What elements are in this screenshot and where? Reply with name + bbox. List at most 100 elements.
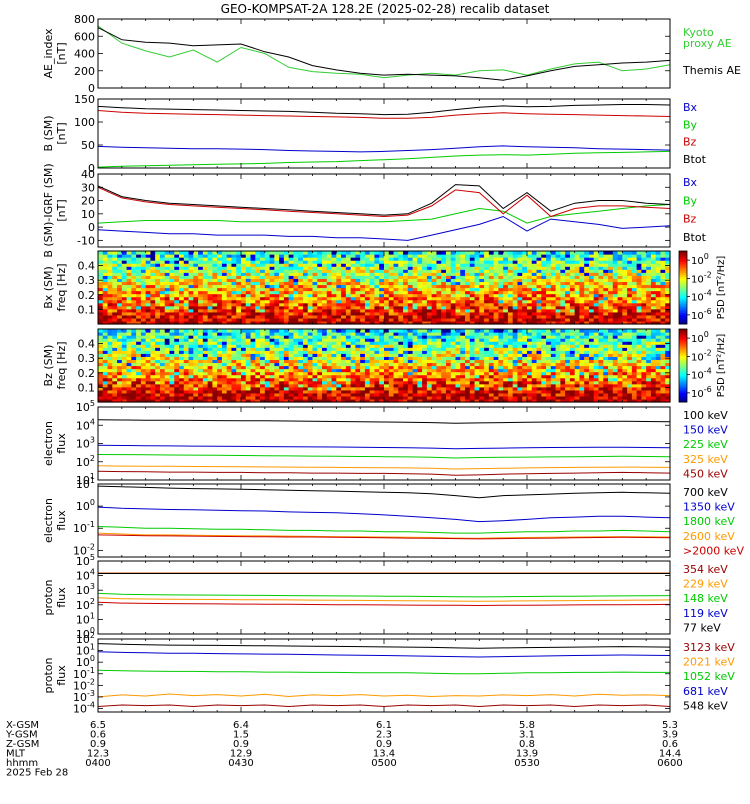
y-tick-label: 100 bbox=[74, 116, 95, 129]
spectrogram-cell bbox=[394, 251, 399, 255]
y-tick-label: 20 bbox=[81, 195, 95, 208]
y-axis-label: Bx (SM) bbox=[42, 266, 55, 309]
spectrogram-cell bbox=[108, 251, 113, 255]
spectrogram-cell bbox=[208, 251, 213, 255]
spectrogram-cell bbox=[227, 251, 232, 255]
spectrogram-cell bbox=[208, 329, 213, 333]
spectrogram-cell bbox=[656, 251, 661, 255]
spectrogram-cell bbox=[313, 251, 318, 255]
spectrogram-cell bbox=[136, 329, 141, 333]
spectrogram-cell bbox=[346, 251, 351, 255]
y-tick-label: 0.4 bbox=[78, 260, 96, 273]
y-axis-label: [nT] bbox=[55, 122, 68, 144]
spectrogram-cell bbox=[265, 251, 270, 255]
legend-label: Btot bbox=[683, 231, 707, 244]
spectrogram-cell bbox=[613, 251, 618, 255]
spectrogram-cell bbox=[579, 251, 584, 255]
spectrogram-cell bbox=[122, 329, 127, 333]
spectrogram-cell bbox=[575, 251, 580, 255]
spectrogram-cell bbox=[289, 329, 294, 333]
spectrogram-cell bbox=[556, 251, 561, 255]
spectrogram-cell bbox=[541, 251, 546, 255]
spectrogram-cell bbox=[446, 251, 451, 255]
spectrogram-cell bbox=[336, 251, 341, 255]
y-tick-label: 400 bbox=[74, 48, 95, 61]
spectrogram-cell bbox=[408, 329, 413, 333]
y-tick-label: 0.2 bbox=[78, 289, 96, 302]
spectrogram-cell bbox=[241, 329, 246, 333]
spectrogram-cell bbox=[155, 329, 160, 333]
colorbar-tick-label: 10-2 bbox=[691, 270, 712, 285]
series-line bbox=[98, 146, 670, 152]
y-tick-label: 600 bbox=[74, 30, 95, 43]
spectrogram-cell bbox=[170, 329, 175, 333]
spectrogram-cell bbox=[389, 329, 394, 333]
spectrogram-cell bbox=[98, 251, 103, 255]
spectrogram-cell bbox=[127, 329, 132, 333]
y-axis-label: freq [Hz] bbox=[55, 263, 68, 311]
spectrogram-cell bbox=[470, 251, 475, 255]
spectrogram-cell bbox=[370, 251, 375, 255]
spectrogram-cell bbox=[374, 329, 379, 333]
spectrogram-cell bbox=[560, 251, 565, 255]
spectrogram-cell bbox=[441, 251, 446, 255]
y-tick-label: 200 bbox=[74, 65, 95, 78]
spectrogram-cell bbox=[651, 251, 656, 255]
spectrogram-cell bbox=[489, 251, 494, 255]
y-tick-label: 0.3 bbox=[78, 274, 96, 287]
spectrogram-cell bbox=[255, 251, 260, 255]
spectrogram-cell bbox=[646, 251, 651, 255]
spectrogram-cell bbox=[298, 251, 303, 255]
series-line bbox=[98, 105, 670, 115]
spectrogram-cell bbox=[274, 329, 279, 333]
panel-frame bbox=[98, 174, 670, 247]
spectrogram-cell bbox=[327, 251, 332, 255]
spectrogram-cell bbox=[265, 329, 270, 333]
spectrogram-cell bbox=[231, 251, 236, 255]
spectrogram-cell bbox=[460, 251, 465, 255]
spectrogram-cell bbox=[494, 251, 499, 255]
spectrogram-cell bbox=[279, 251, 284, 255]
spectrogram-cell bbox=[303, 251, 308, 255]
y-tick-label: 800 bbox=[74, 13, 95, 26]
spectrogram-cell bbox=[632, 251, 637, 255]
y-axis-label: AE_index bbox=[42, 28, 55, 79]
colorbar-tick-label: 10-4 bbox=[691, 289, 712, 304]
spectrogram-cell bbox=[456, 251, 461, 255]
spectrogram-cell bbox=[198, 329, 203, 333]
spectrogram-cell bbox=[289, 251, 294, 255]
spectrogram-cell bbox=[146, 329, 151, 333]
spectrogram-cell bbox=[246, 251, 251, 255]
spectrogram-cell bbox=[270, 251, 275, 255]
spectrogram-cell bbox=[417, 329, 422, 333]
spectrogram-cell bbox=[394, 329, 399, 333]
spectrogram-cell bbox=[622, 251, 627, 255]
y-tick-label: 0 bbox=[88, 221, 95, 234]
spectrogram-cell bbox=[432, 329, 437, 333]
spectrogram-cell bbox=[374, 251, 379, 255]
spectrogram-cell bbox=[146, 251, 151, 255]
spectrogram-cell bbox=[317, 329, 322, 333]
spectrogram-cell bbox=[217, 251, 222, 255]
spectrogram-cell bbox=[351, 329, 356, 333]
spectrogram-cell bbox=[246, 329, 251, 333]
spectrogram-cell bbox=[417, 251, 422, 255]
spectrogram-cell bbox=[103, 329, 108, 333]
y-tick-label: 30 bbox=[81, 181, 95, 194]
spectrogram-cell bbox=[422, 329, 427, 333]
spectrogram-cell bbox=[203, 329, 208, 333]
spectrogram-cell bbox=[637, 251, 642, 255]
spectrogram-cell bbox=[537, 251, 542, 255]
spectrogram-cell bbox=[336, 329, 341, 333]
spectrogram-cell bbox=[360, 251, 365, 255]
spectrogram-cell bbox=[517, 251, 522, 255]
spectrogram-cell bbox=[160, 329, 165, 333]
spectrogram-cell bbox=[413, 329, 418, 333]
spectrogram-cell bbox=[599, 251, 604, 255]
spectrogram-cell bbox=[360, 329, 365, 333]
spectrogram-cell bbox=[479, 251, 484, 255]
spectrogram-cell bbox=[370, 329, 375, 333]
spectrogram-cell bbox=[179, 329, 184, 333]
spectrogram-cell bbox=[398, 251, 403, 255]
spectrogram-cell bbox=[408, 251, 413, 255]
